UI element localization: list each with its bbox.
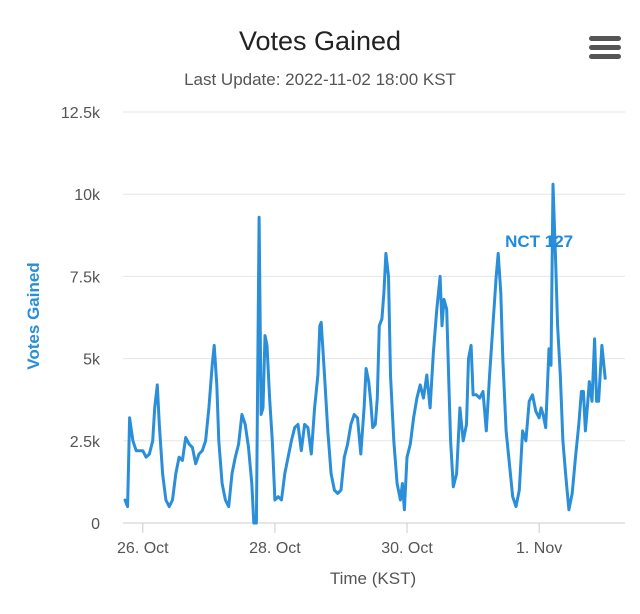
y-tick-label: 0 <box>91 516 100 533</box>
x-tick-label: 30. Oct <box>381 540 433 557</box>
y-tick-label: 12.5k <box>61 105 101 122</box>
x-axis-title: Time (KST) <box>330 569 416 588</box>
y-axis-ticks: 0 2.5k 5k 7.5k 10k 12.5k <box>61 105 101 533</box>
y-axis-title: Votes Gained <box>24 262 43 369</box>
y-tick-label: 5k <box>83 352 101 369</box>
grid-lines <box>123 111 625 524</box>
annotations: NCT 127 <box>505 232 573 251</box>
series-line-nct-127[interactable] <box>123 182 607 525</box>
x-tick-label: 28. Oct <box>249 540 301 557</box>
y-tick-label: 10k <box>74 187 101 204</box>
series-group <box>123 182 607 525</box>
series-label: NCT 127 <box>505 232 573 251</box>
y-tick-label: 2.5k <box>70 434 101 451</box>
x-tick-label: 26. Oct <box>117 540 169 557</box>
x-tick-label: 1. Nov <box>516 540 562 557</box>
y-tick-label: 7.5k <box>70 269 101 286</box>
chart-title: Votes Gained <box>238 26 402 56</box>
x-axis-ticks: 26. Oct 28. Oct 30. Oct 1. Nov <box>117 523 562 557</box>
hamburger-menu-icon[interactable] <box>589 36 621 64</box>
chart-subtitle: Last Update: 2022-11-02 18:00 KST <box>184 70 456 89</box>
